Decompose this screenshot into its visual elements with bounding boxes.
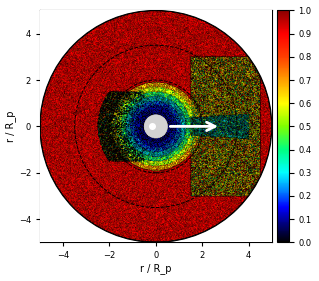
X-axis label: r / R_p: r / R_p [140, 263, 172, 274]
Y-axis label: r / R_p: r / R_p [5, 111, 16, 142]
PathPatch shape [17, 0, 295, 266]
Circle shape [144, 115, 167, 138]
